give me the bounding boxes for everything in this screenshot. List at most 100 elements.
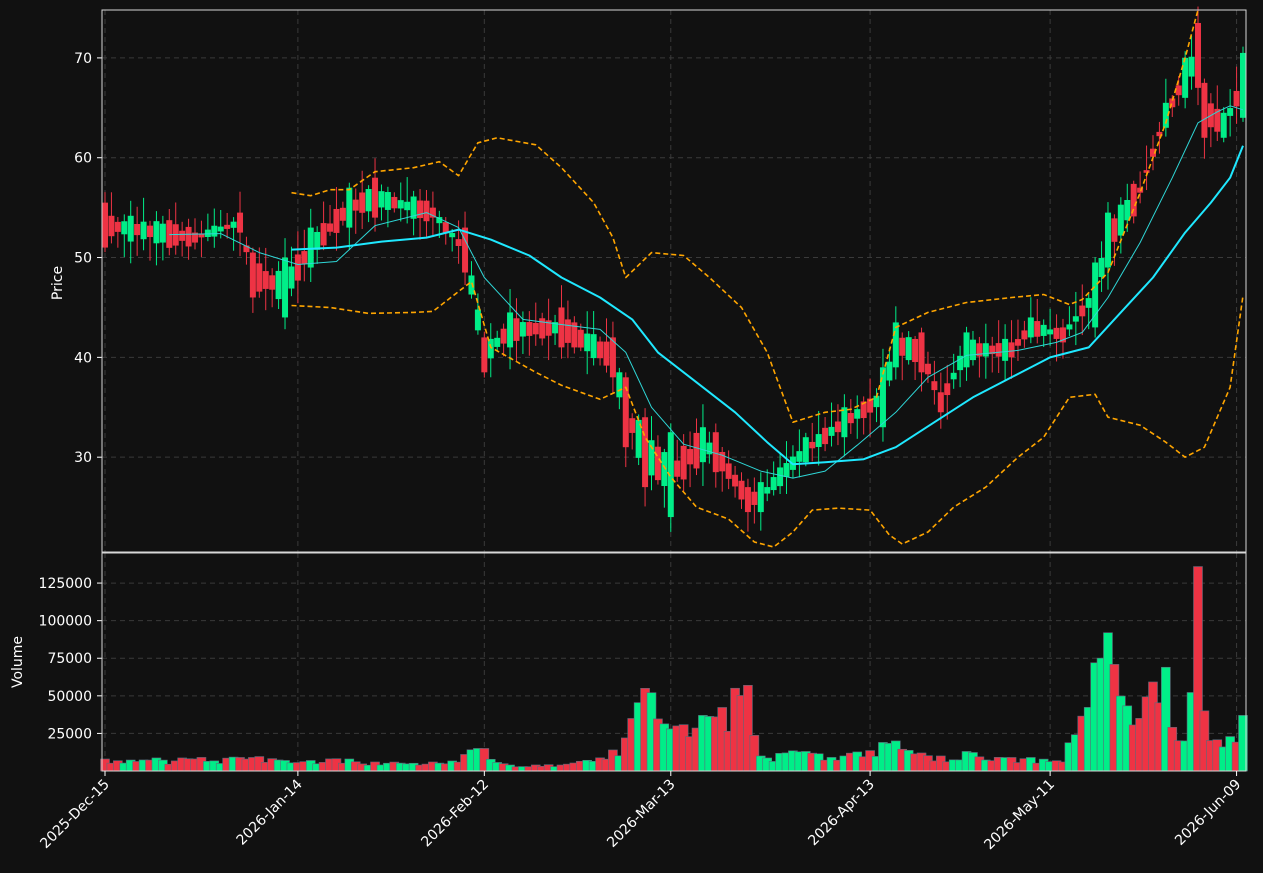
candle-body [558,307,565,348]
candle-body [944,383,951,396]
candle-body [879,367,886,428]
candle-body [661,452,668,486]
candle-body [532,323,539,335]
candle-body [1194,22,1201,88]
candle-body [474,309,481,331]
candle-body [918,332,925,373]
candle-body [886,361,893,381]
candle-body [352,199,359,211]
candle-body [828,426,835,436]
candle-body [429,207,436,218]
candle-body [777,467,784,487]
candle-body [1220,112,1227,138]
candle-body [815,434,822,447]
price-axis-label: Price [50,266,66,300]
candle-body [1130,183,1137,217]
candle-body [436,217,443,224]
candle-body [1002,338,1009,361]
candle-body [127,215,134,242]
candle-body [1066,324,1073,330]
candle-body [552,322,559,334]
candle-body [462,227,469,273]
candle-body [674,460,681,477]
candle-body [108,215,115,237]
candle-body [635,419,642,458]
candle-body [867,398,874,413]
candle-body [597,341,604,359]
candle-body [1182,57,1189,98]
candle-body [1034,321,1041,337]
candle-body [417,200,424,219]
candle-body [159,223,166,243]
candle-body [699,427,706,463]
candle-body [1201,82,1208,138]
candle-body [346,187,353,228]
candle-body [404,201,411,211]
candle-body [487,338,494,359]
candle-body [320,223,327,246]
candle-body [288,266,295,289]
candle-body [294,254,301,281]
candle-body [577,329,584,348]
candle-body [732,474,739,487]
candle-body [982,343,989,357]
candle-body [571,322,578,348]
candle-body [976,343,983,357]
candle-body [564,319,571,343]
volume-tick-label: 25000 [47,726,92,742]
candle-body [931,381,938,391]
volume-tick-label: 75000 [47,651,92,667]
candle-body [738,480,745,500]
candle-body [687,449,694,465]
candle-body [854,409,861,419]
candle-body [526,322,533,336]
candle-body [1092,262,1099,328]
candle-body [905,337,912,361]
candle-body [1143,170,1150,173]
candle-body [397,200,404,209]
candle-body [937,392,944,413]
candle-body [102,202,108,248]
candle-body [410,196,417,219]
candle-body [667,432,674,518]
candle-body [494,337,501,347]
candle-body [468,275,475,295]
candle-body [680,445,687,480]
candle-body [442,222,449,234]
candle-body [725,463,732,479]
candle-body [744,487,751,513]
candle-body [198,233,205,238]
candle-body [256,263,263,292]
lower-band-line [291,280,1244,548]
candle-body [301,251,308,265]
candle-body [1098,258,1105,278]
candle-body [1021,330,1028,340]
candle-body [513,318,520,341]
candle-body [166,220,173,248]
candle-body [873,395,880,408]
candle-body [1124,200,1131,221]
candle-body [211,225,218,237]
candle-body [1117,204,1124,236]
candle-body [1175,85,1182,96]
candle-body [1085,298,1092,308]
candle-body [757,482,764,513]
candle-body [802,437,809,463]
candle-body [249,252,256,298]
candle-body [114,221,121,232]
candle-body [751,491,758,505]
upper-band-line [291,9,1199,423]
candle-body [629,418,636,433]
candle-body [1188,56,1195,77]
candle-body [642,417,649,488]
candle-body [995,343,1002,357]
candle-body [654,446,661,481]
candle-body [1214,108,1221,132]
candle-body [1169,98,1176,108]
candle-body [609,337,616,378]
candle-body [314,231,321,250]
candle-body [1072,316,1079,322]
candle-body [764,487,771,494]
candle-body [365,188,372,212]
